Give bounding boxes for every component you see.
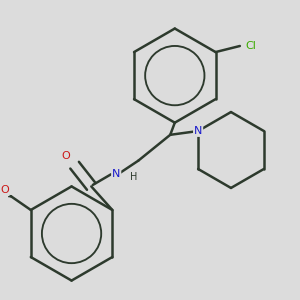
Text: N: N (194, 126, 202, 136)
Text: O: O (0, 185, 9, 195)
Text: Cl: Cl (245, 41, 256, 51)
Text: O: O (62, 151, 70, 161)
Text: N: N (112, 169, 120, 179)
Text: H: H (130, 172, 137, 182)
